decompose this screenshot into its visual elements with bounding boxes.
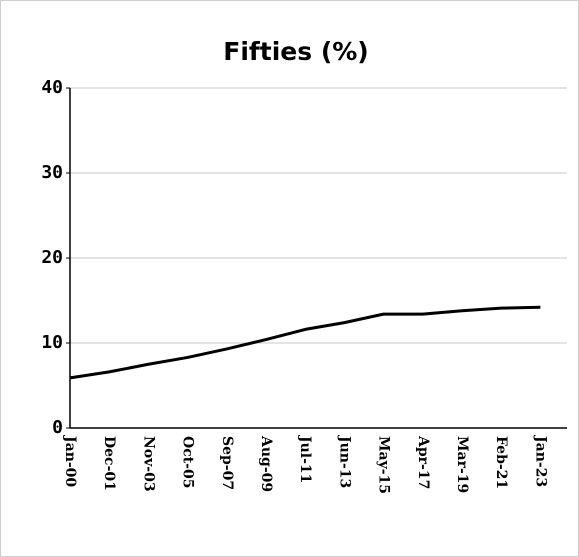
x-tick-label: Sep-07 <box>219 436 235 490</box>
x-tick-label: Feb-21 <box>493 436 509 489</box>
y-tick-label: 40 <box>41 77 63 98</box>
x-tick-label: Jul-11 <box>297 434 313 483</box>
y-tick-label: 0 <box>52 417 63 438</box>
x-tick-label: Dec-01 <box>101 436 117 491</box>
y-tick-label: 30 <box>41 162 63 183</box>
y-tick-label: 10 <box>41 332 63 353</box>
x-tick-label: Jan-23 <box>532 434 548 487</box>
x-tick-label: Mar-19 <box>454 436 470 493</box>
x-tick-label: Jan-00 <box>62 434 78 487</box>
chart-title: Fifties (%) <box>223 37 368 66</box>
x-tick-label: Apr-17 <box>415 435 431 489</box>
x-tick-label: Jun-13 <box>336 434 352 488</box>
x-tick-label: Oct-05 <box>180 436 196 488</box>
data-line <box>69 305 541 380</box>
x-tick-label: May-15 <box>376 436 392 494</box>
x-tick-label: Aug-09 <box>258 435 274 492</box>
x-tick-label: Nov-03 <box>140 436 156 492</box>
y-tick-label: 20 <box>41 247 63 268</box>
